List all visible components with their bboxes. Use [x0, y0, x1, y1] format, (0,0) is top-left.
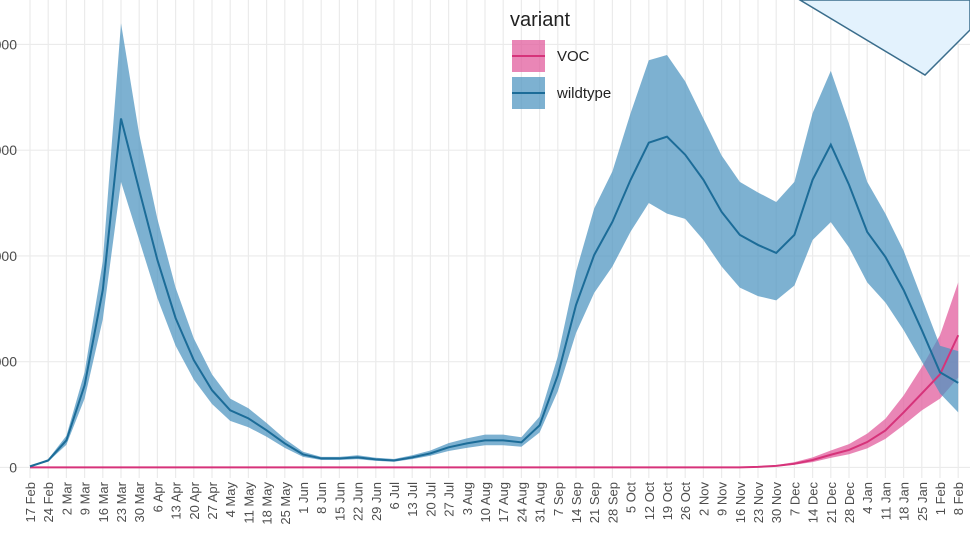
x-tick-label: 7 Sep — [551, 482, 566, 516]
x-tick-label: 16 Nov — [733, 482, 748, 524]
x-tick-label: 1 Feb — [933, 482, 948, 515]
x-tick-label: 11 May — [241, 482, 256, 524]
x-tick-label: 1 Jun — [296, 482, 311, 514]
x-tick-label: 20 Jul — [423, 482, 438, 517]
legend: VOC wildtype — [512, 40, 611, 109]
marks — [29, 23, 960, 469]
x-tick-label: 26 Oct — [678, 482, 693, 521]
x-tick-label: 15 Jun — [332, 482, 347, 521]
x-tick-label: 27 Jul — [442, 482, 457, 517]
x-tick-label: 18 Jan — [897, 482, 912, 521]
x-tick-label: 14 Sep — [569, 482, 584, 523]
x-tick-label: 27 Apr — [205, 481, 220, 519]
x-tick-label: 19 Oct — [660, 482, 675, 521]
y-tick-label: 3000 — [0, 142, 17, 158]
y-tick-label: 2000 — [0, 248, 17, 264]
x-tick-label: 31 Aug — [533, 482, 548, 523]
y-tick-label: 4000 — [0, 36, 17, 52]
legend-label: VOC — [557, 48, 590, 65]
x-tick-label: 3 Aug — [460, 482, 475, 515]
x-tick-label: 5 Oct — [624, 482, 639, 513]
x-tick-label: 10 Aug — [478, 482, 493, 523]
x-tick-label: 21 Dec — [824, 482, 839, 524]
x-tick-label: 9 Nov — [715, 482, 730, 516]
y-tick-label: 0 — [9, 459, 17, 475]
x-tick-label: 4 May — [223, 482, 238, 518]
x-tick-label: 14 Dec — [806, 482, 821, 524]
x-tick-label: 12 Oct — [642, 482, 657, 521]
x-tick-label: 2 Nov — [696, 482, 711, 516]
x-tick-label: 25 May — [278, 482, 293, 525]
legend-title: variant — [510, 9, 570, 31]
x-tick-label: 16 Mar — [96, 481, 111, 522]
x-tick-label: 7 Dec — [787, 482, 802, 516]
x-tick-label: 24 Feb — [41, 482, 56, 522]
x-tick-label: 21 Sep — [587, 482, 602, 523]
x-tick-label: 8 Jun — [314, 482, 329, 514]
x-tick-label: 6 Apr — [150, 481, 165, 512]
x-tick-label: 17 Aug — [496, 482, 511, 523]
x-tick-label: 4 Jan — [860, 482, 875, 514]
x-tick-label: 8 Feb — [951, 482, 966, 515]
x-tick-label: 28 Dec — [842, 482, 857, 524]
x-tick-label: 29 Jun — [369, 482, 384, 521]
x-tick-label: 28 Sep — [605, 482, 620, 523]
x-tick-label: 30 Mar — [132, 481, 147, 522]
x-tick-label: 2 Mar — [59, 481, 74, 515]
x-tick-label: 11 Jan — [878, 482, 893, 520]
x-tick-label: 13 Jul — [405, 482, 420, 517]
y-tick-label: 1000 — [0, 354, 17, 370]
x-tick-label: 13 Apr — [169, 481, 184, 519]
x-tick-label: 22 Jun — [351, 482, 366, 521]
x-tick-label: 23 Nov — [751, 482, 766, 524]
x-tick-label: 24 Aug — [514, 482, 529, 523]
x-tick-label: 6 Jul — [387, 482, 402, 510]
x-tick-label: 20 Apr — [187, 481, 202, 519]
x-tick-label: 17 Feb — [23, 482, 38, 522]
x-tick-label: 25 Jan — [915, 482, 930, 521]
line — [30, 334, 960, 469]
x-tick-label: 18 May — [260, 482, 275, 525]
line — [29, 118, 959, 468]
x-tick-label: 30 Nov — [769, 482, 784, 524]
x-tick-label: 9 Mar — [78, 481, 93, 515]
x-tick-label: 23 Mar — [114, 481, 129, 522]
overlay-shape — [798, 0, 970, 76]
ribbon — [30, 23, 959, 467]
ribbon — [30, 282, 959, 468]
legend-label: wildtype — [556, 85, 611, 102]
